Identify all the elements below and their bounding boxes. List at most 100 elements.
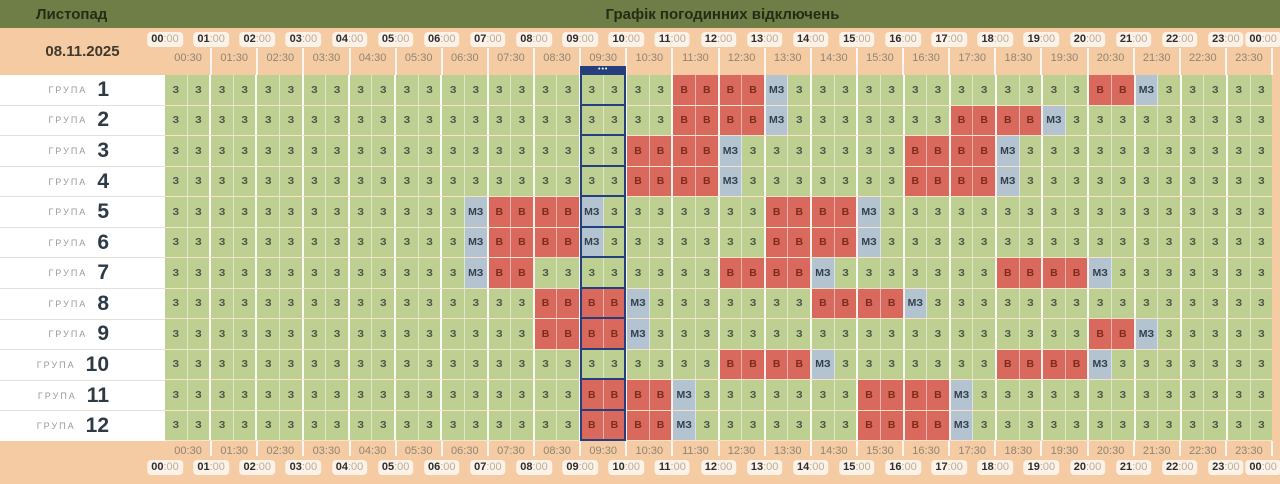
schedule-cell: З	[1065, 166, 1090, 196]
schedule-cell: З	[1111, 166, 1136, 196]
schedule-cell: З	[233, 166, 258, 196]
schedule-cell: З	[1135, 349, 1159, 379]
schedule-cell: З	[1019, 410, 1044, 440]
schedule-cell: З	[303, 349, 327, 379]
schedule-cell: З	[187, 136, 212, 166]
group-number: 2	[97, 108, 109, 132]
schedule-cell: МЗ	[673, 380, 697, 410]
schedule-cell: З	[1204, 288, 1229, 318]
hour-boundary-tick	[1178, 441, 1181, 456]
schedule-cell: З	[349, 288, 373, 318]
hour-boundary-tick	[1271, 441, 1273, 456]
schedule-cell: З	[280, 105, 304, 135]
schedule-cell: З	[1228, 258, 1251, 288]
schedule-cell: З	[1228, 349, 1251, 379]
schedule-cell: З	[211, 166, 234, 196]
schedule-cell: З	[649, 227, 674, 257]
half-hour-label: 20:30	[1096, 445, 1125, 457]
schedule-cell: З	[418, 75, 443, 105]
schedule-cell: В	[557, 288, 581, 318]
schedule-cell: В	[534, 197, 558, 227]
schedule-cell: З	[1250, 166, 1273, 196]
hour-label: 23:00	[1208, 32, 1244, 47]
schedule-cell: З	[1204, 105, 1229, 135]
schedule-cell: З	[627, 75, 650, 105]
half-hour-label: 02:30	[266, 52, 295, 64]
hour-label: 01:00	[193, 32, 229, 47]
schedule-cell: З	[858, 136, 881, 166]
hour-label: 23:00	[1208, 460, 1244, 475]
schedule-cell: В	[719, 105, 743, 135]
schedule-cell: З	[742, 227, 766, 257]
schedule-cell: З	[1228, 410, 1251, 440]
schedule-cell: З	[765, 288, 789, 318]
schedule-cell: З	[1204, 380, 1229, 410]
hour-boundary-tick	[948, 48, 951, 75]
group-number: 11	[86, 383, 109, 407]
group-word: ГРУПА	[48, 176, 88, 187]
hour-label: 14:00	[792, 32, 829, 47]
schedule-cell: З	[257, 166, 281, 196]
schedule-cell: В	[1089, 75, 1112, 105]
group-number: 3	[97, 138, 109, 162]
schedule-cell: З	[950, 75, 974, 105]
schedule-cell: МЗ	[904, 288, 928, 318]
schedule-cell: З	[788, 319, 813, 349]
schedule-cell: В	[1111, 319, 1136, 349]
schedule-row: З З З З З З З З З З З З З З З З В В В В МЗ З З З З З З З З З З З З З З З З З З…	[165, 319, 1273, 350]
schedule-cell: З	[372, 380, 397, 410]
schedule-cell: З	[834, 380, 859, 410]
half-hour-label: 19:30	[1050, 52, 1079, 64]
schedule-cell: З	[349, 380, 373, 410]
schedule-cell: З	[187, 258, 212, 288]
schedule-cell: З	[1043, 288, 1066, 318]
schedule-cell: З	[950, 349, 974, 379]
schedule-cell: В	[649, 380, 674, 410]
schedule-cell: З	[418, 166, 443, 196]
schedule-cell: З	[1250, 197, 1273, 227]
schedule-cell: З	[280, 410, 304, 440]
hour-label: 11:00	[654, 460, 690, 475]
schedule-cell: З	[580, 166, 604, 196]
hour-boundary-tick	[210, 441, 213, 456]
half-hour-label: 16:30	[912, 445, 940, 457]
hour-boundary-tick	[1040, 48, 1043, 75]
half-hour-label: 15:30	[866, 445, 894, 457]
schedule-cells-area: З З З З З З З З З З З З З З З З З З З З З З В В В В МЗ З З З З З З З З З З З З…	[165, 66, 1273, 441]
schedule-cell: З	[233, 410, 258, 440]
schedule-cell: З	[1228, 380, 1251, 410]
schedule-cell: В	[673, 136, 697, 166]
schedule-cell: З	[973, 319, 997, 349]
half-hour-label: 17:30	[958, 52, 986, 64]
schedule-cell: З	[927, 227, 951, 257]
half-hour-label: 09:30	[589, 445, 617, 457]
schedule-cell: МЗ	[950, 380, 974, 410]
half-hour-label: 03:30	[312, 445, 341, 457]
schedule-cell: З	[233, 75, 258, 105]
schedule-cell: З	[1228, 105, 1251, 135]
hour-label: 01:00	[193, 460, 229, 475]
schedule-cell: З	[557, 136, 581, 166]
schedule-cell: З	[1043, 319, 1066, 349]
schedule-cell: З	[1043, 227, 1066, 257]
hour-label: 12:00	[700, 460, 737, 475]
schedule-cell: З	[280, 319, 304, 349]
schedule-cell: З	[742, 410, 766, 440]
hour-boundary-tick	[210, 48, 213, 75]
schedule-cell: З	[326, 410, 350, 440]
schedule-cell: З	[1204, 349, 1229, 379]
schedule-cell: З	[1135, 105, 1159, 135]
hour-boundary-tick	[671, 441, 674, 456]
hour-label: 06:00	[423, 460, 460, 475]
schedule-cell: В	[603, 288, 628, 318]
schedule-cell: В	[580, 380, 604, 410]
schedule-cell: З	[372, 227, 397, 257]
group-number: 10	[85, 352, 109, 376]
schedule-cell: З	[765, 319, 789, 349]
hour-boundary-tick	[625, 441, 628, 456]
schedule-cell: З	[1089, 105, 1112, 135]
schedule-cell: З	[904, 349, 928, 379]
schedule-cell: З	[1228, 136, 1251, 166]
schedule-cell: З	[1181, 197, 1205, 227]
schedule-cell: З	[233, 136, 258, 166]
